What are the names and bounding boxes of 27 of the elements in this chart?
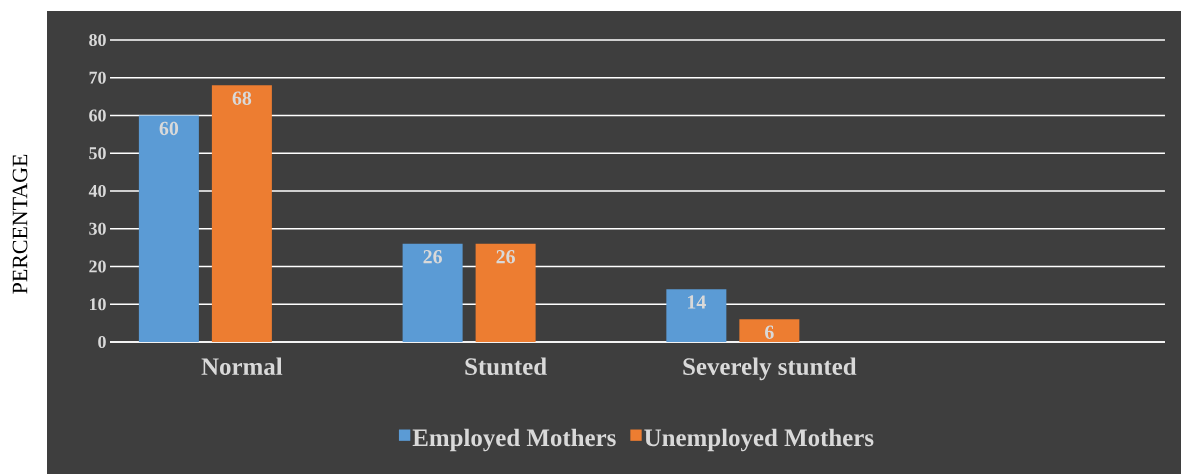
bar xyxy=(138,115,199,342)
x-tick-label: Normal xyxy=(201,357,283,376)
x-tick-label: Severely stunted xyxy=(683,357,857,381)
data-label: 68 xyxy=(232,91,252,105)
data-label: 26 xyxy=(423,250,442,264)
data-label: 26 xyxy=(496,250,515,264)
y-tick-label: 20 xyxy=(89,260,106,273)
y-tick-label: 70 xyxy=(89,71,106,84)
x-tick-label: Stunted xyxy=(465,357,547,376)
legend-label: Unemployed Mothers xyxy=(644,428,874,452)
y-tick-label: 60 xyxy=(89,109,106,122)
bar xyxy=(475,243,536,342)
bar xyxy=(666,289,727,342)
y-axis-title: PERCENTAGE xyxy=(12,154,28,294)
data-label: 6 xyxy=(765,325,774,339)
y-tick-label: 40 xyxy=(88,184,106,198)
bar xyxy=(739,319,800,342)
data-label: 14 xyxy=(687,295,706,309)
y-tick-label: 30 xyxy=(89,222,106,235)
bar xyxy=(211,85,272,342)
y-tick-label: 10 xyxy=(90,298,106,311)
data-label: 60 xyxy=(159,121,179,136)
legend-label: Employed Mothers xyxy=(412,428,616,452)
y-tick-label: 0 xyxy=(98,335,106,349)
y-tick-label: 50 xyxy=(89,147,106,160)
bar xyxy=(402,243,463,342)
y-tick-label: 80 xyxy=(89,33,106,47)
